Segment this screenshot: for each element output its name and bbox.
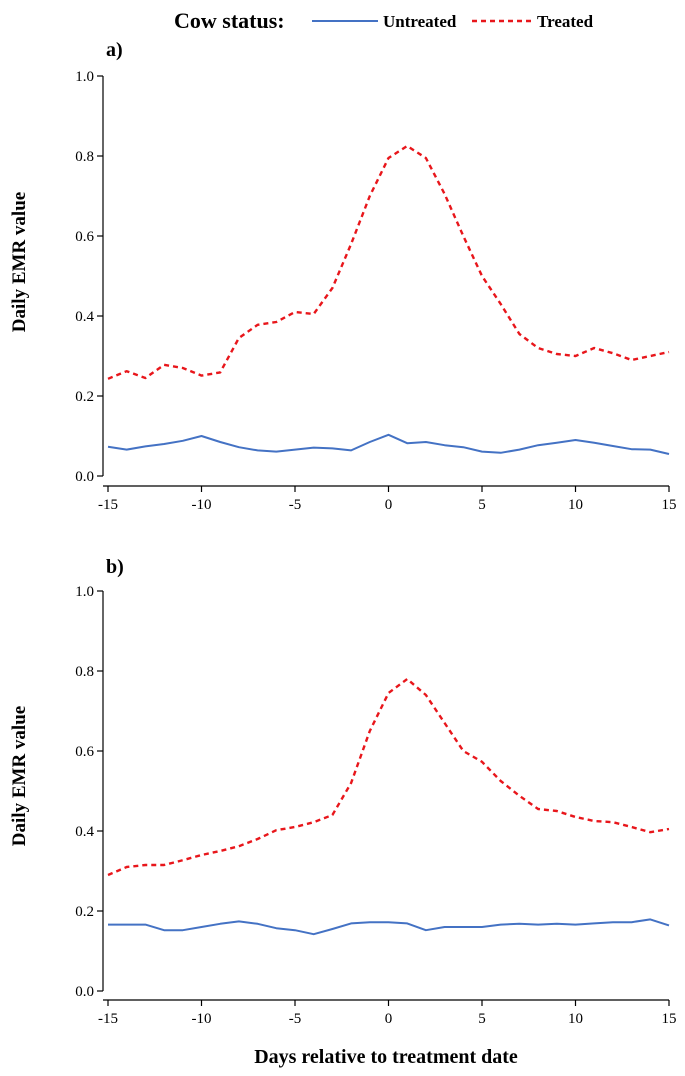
panel-b-y-tick-label: 0.4 [75,824,94,840]
panel-a-x-tick-label: -10 [192,497,212,513]
panel-a-y-tick-label: 0.4 [75,309,94,325]
panel-a-x-tick-label: 0 [385,497,393,513]
legend-untreated-label: Untreated [383,12,457,31]
panel-a-y-ticks: 0.0 0.2 0.4 0.6 0.8 1.0 [75,69,103,485]
panel-a-y-tick-label: 0.0 [75,469,94,485]
panel-a-y-tick-label: 0.2 [75,389,94,405]
panel-b-label: b) [106,556,124,578]
panel-a-y-tick-label: 0.8 [75,149,94,165]
panel-a-ylabel: Daily EMR value [9,192,30,332]
panel-b-x-tick-label: 10 [568,1011,583,1027]
panel-b-x-tick-label: -5 [289,1011,302,1027]
panel-b-ylabel: Daily EMR value [9,706,30,846]
panel-b-y-tick-label: 0.8 [75,664,94,680]
panel-b-treated-line [107,677,670,877]
panel-b-x-tick-label: 15 [662,1011,677,1027]
panel-a-treated-line [107,144,670,380]
panel-a-plot-area [107,144,670,455]
panel-b-y-tick-label: 0.0 [75,984,94,1000]
panel-b-x-tick-label: 0 [385,1011,393,1027]
panel-a-x-tick-label: 10 [568,497,583,513]
panel-a-label: a) [106,39,123,61]
panel-b-x-tick-label: -10 [192,1011,212,1027]
x-axis-title: Days relative to treatment date [254,1046,518,1068]
panel-a-y-tick-label: 0.6 [75,229,94,245]
panel-a-x-tick-label: -5 [289,497,302,513]
legend-treated-label: Treated [537,12,594,31]
panel-a-y-tick-label: 1.0 [75,69,94,85]
panel-a: a) Daily EMR value 0.0 0.2 0.4 0.6 0.8 1.0 -1… [9,39,677,513]
panel-b-y-tick-label: 0.2 [75,904,94,920]
panel-a-x-tick-label: 15 [662,497,677,513]
panel-b: b) Daily EMR value 0.0 0.2 0.4 0.6 0.8 1.0 -1… [9,556,677,1027]
panel-b-plot-area [107,677,670,936]
panel-a-x-tick-label: -15 [98,497,118,513]
panel-b-untreated-line [108,918,670,936]
panel-b-x-tick-label: -15 [98,1011,118,1027]
legend-title: Cow status: [174,8,285,33]
panel-a-x-ticks: -15 -10 -5 0 5 10 15 [98,486,677,513]
panel-b-y-ticks: 0.0 0.2 0.4 0.6 0.8 1.0 [75,584,103,1000]
panel-b-x-ticks: -15 -10 -5 0 5 10 15 [98,1000,677,1027]
panel-b-y-tick-label: 0.6 [75,744,94,760]
panel-a-untreated-line [107,433,670,455]
panel-b-x-tick-label: 5 [478,1011,486,1027]
panel-a-x-tick-label: 5 [478,497,486,513]
panel-b-y-tick-label: 1.0 [75,584,94,600]
legend: Cow status: Untreated Treated [174,8,594,33]
